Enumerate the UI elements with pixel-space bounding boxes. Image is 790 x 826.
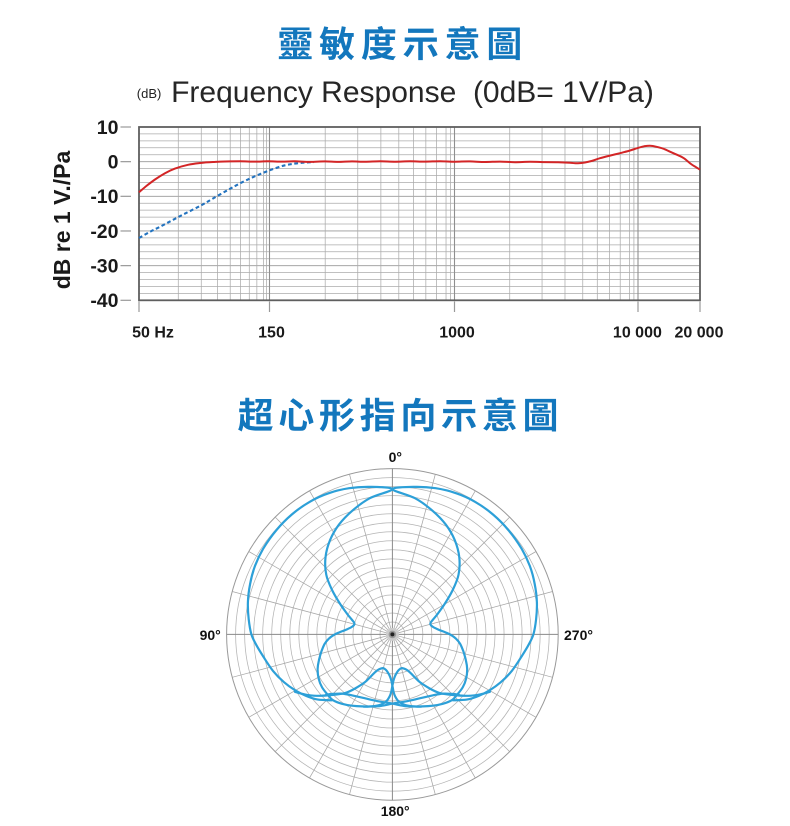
svg-text:(dB): (dB) — [137, 86, 162, 101]
svg-text:150: 150 — [258, 325, 285, 342]
svg-text:1000: 1000 — [439, 325, 475, 342]
svg-text:-10: -10 — [90, 186, 118, 208]
svg-text:-30: -30 — [90, 255, 118, 277]
svg-text:0°: 0° — [389, 449, 402, 465]
svg-text:0: 0 — [108, 151, 119, 173]
svg-text:-20: -20 — [90, 221, 118, 243]
svg-text:10: 10 — [97, 117, 119, 139]
svg-text:180°: 180° — [381, 803, 410, 819]
svg-text:-40: -40 — [90, 290, 118, 312]
svg-text:270°: 270° — [564, 627, 593, 643]
svg-text:10 000: 10 000 — [613, 325, 662, 342]
svg-text:20 000: 20 000 — [675, 325, 724, 342]
svg-text:dB re 1 V./Pa: dB re 1 V./Pa — [49, 151, 75, 290]
svg-text:Frequency Response (0dB= 1V/P: Frequency Response (0dB= 1V/Pa) — [171, 76, 654, 109]
svg-text:50 Hz: 50 Hz — [132, 325, 174, 342]
svg-text:90°: 90° — [200, 627, 221, 643]
